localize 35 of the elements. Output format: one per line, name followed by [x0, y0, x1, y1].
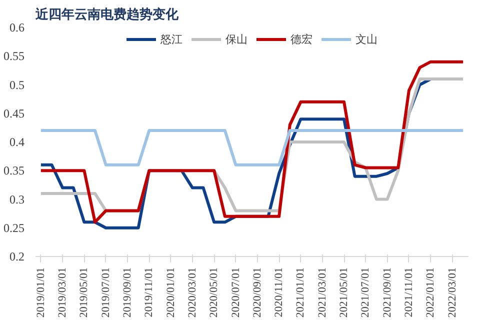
x-tick-label: 2021/11/01	[402, 267, 415, 318]
x-tick-label: 2019/07/01	[100, 267, 112, 318]
x-tick-label: 2019/11/01	[143, 267, 156, 318]
x-tick-label: 2020/09/01	[251, 267, 264, 318]
legend-label: 文山	[356, 32, 378, 46]
legend-label: 保山	[226, 32, 248, 46]
x-tick-label: 2022/01/01	[424, 267, 437, 318]
x-tick-label: 2022/03/01	[446, 267, 458, 318]
chart-title: 近四年云南电费趋势变化	[34, 6, 180, 22]
x-tick-label: 2020/07/01	[230, 267, 242, 318]
y-tick-label: 0.5	[10, 78, 24, 92]
y-tick-label: 0.6	[10, 20, 24, 34]
x-tick-label: 2020/11/01	[273, 267, 286, 318]
x-tick-label: 2021/01/01	[294, 267, 307, 318]
x-tick-label: 2020/03/01	[186, 267, 198, 318]
legend-label: 德宏	[290, 32, 312, 46]
x-tick-label: 2019/01/01	[34, 267, 47, 318]
y-tick-label: 0.2	[10, 250, 24, 264]
x-tick-label: 2020/01/01	[164, 267, 177, 318]
x-tick-label: 2021/09/01	[381, 267, 394, 318]
line-series	[39, 60, 465, 224]
x-tick-label: 2019/03/01	[56, 267, 69, 318]
y-tick-label: 0.35	[4, 164, 24, 178]
y-tick-label: 0.3	[10, 192, 24, 206]
x-tick-label: 2021/05/01	[338, 267, 350, 318]
y-tick-label: 0.25	[4, 220, 24, 235]
x-tick-label: 2020/05/01	[208, 267, 220, 318]
y-tick-label: 0.4	[10, 135, 24, 149]
y-tick-label: 0.45	[4, 106, 24, 120]
x-tick-label: 2021/03/01	[316, 267, 328, 318]
x-tick-label: 2019/09/01	[122, 267, 134, 318]
x-tick-label: 2021/07/01	[360, 267, 372, 318]
x-tick-label: 2019/05/01	[78, 267, 90, 318]
legend-label: 怒江	[160, 32, 182, 46]
y-tick-label: 0.55	[4, 49, 24, 64]
